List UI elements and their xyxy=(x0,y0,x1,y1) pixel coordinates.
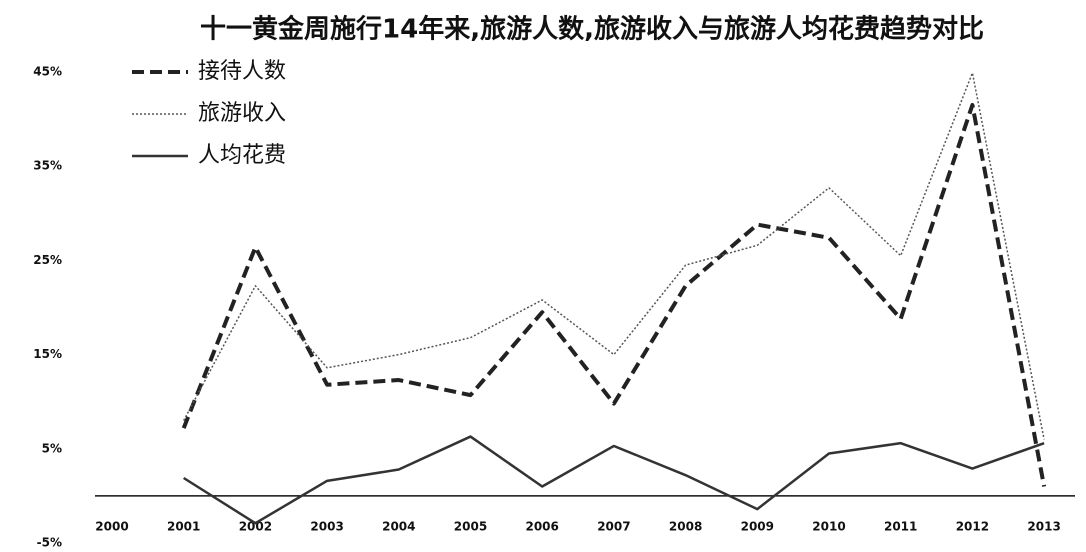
x-tick-label: 2013 xyxy=(1027,520,1060,534)
x-tick-label: 2006 xyxy=(525,520,558,534)
legend-label: 人均花费 xyxy=(198,143,286,168)
x-tick-label: 2011 xyxy=(884,520,917,534)
y-tick-label: -5% xyxy=(37,536,62,550)
legend-label: 旅游收入 xyxy=(198,101,286,126)
y-tick-label: 45% xyxy=(33,65,62,79)
x-tick-label: 2004 xyxy=(382,520,415,534)
x-tick-label: 2005 xyxy=(454,520,487,534)
x-tick-label: 2012 xyxy=(956,520,989,534)
series-line xyxy=(183,435,1045,525)
x-tick-label: 2002 xyxy=(239,520,272,534)
y-tick-label: 15% xyxy=(33,347,62,361)
x-tick-label: 2001 xyxy=(167,520,200,534)
x-tick-label: 2003 xyxy=(310,520,343,534)
series-line xyxy=(181,102,1047,487)
x-tick-label: 2008 xyxy=(669,520,702,534)
x-tick-label: 2000 xyxy=(95,520,128,534)
y-tick-label: 5% xyxy=(42,441,62,455)
chart-title: 十一黄金周施行14年来,旅游人数,旅游收入与旅游人均花费趋势对比 xyxy=(200,14,984,45)
legend-label: 接待人数 xyxy=(198,59,286,84)
x-tick-label: 2010 xyxy=(812,520,845,534)
x-tick-label: 2007 xyxy=(597,520,630,534)
series-line xyxy=(183,72,1045,440)
y-tick-label: 25% xyxy=(33,253,62,267)
y-tick-label: 35% xyxy=(33,159,62,173)
x-tick-label: 2009 xyxy=(741,520,774,534)
